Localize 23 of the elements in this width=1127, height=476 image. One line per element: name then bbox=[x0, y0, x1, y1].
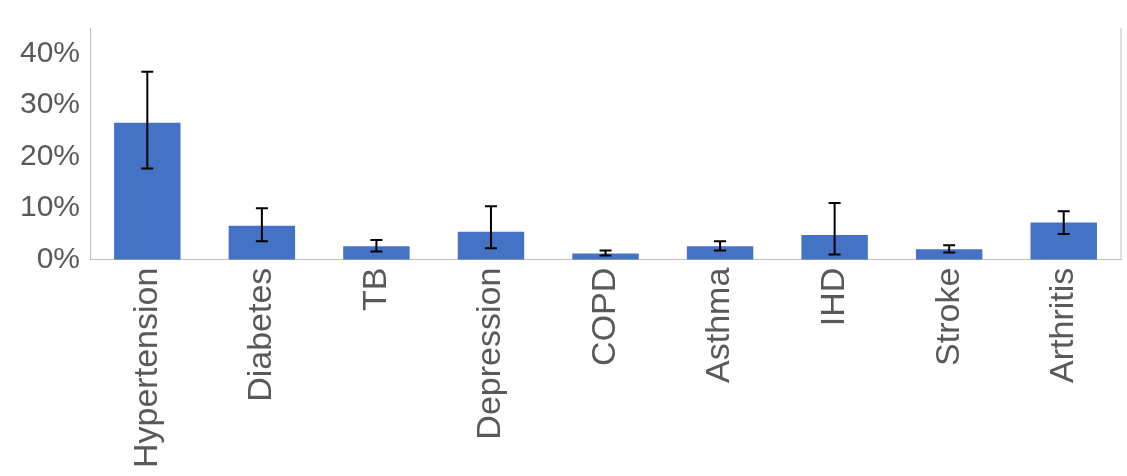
y-tick-label: 20% bbox=[20, 137, 81, 171]
bar bbox=[228, 225, 296, 260]
bar bbox=[686, 246, 754, 260]
bar bbox=[915, 249, 983, 260]
x-tick-label: IHD bbox=[813, 267, 851, 327]
x-tick-label: Diabetes bbox=[240, 267, 279, 402]
bar bbox=[343, 246, 410, 260]
bar bbox=[572, 253, 639, 260]
x-tick-label: TB bbox=[354, 267, 393, 312]
bar bbox=[114, 122, 181, 260]
x-tick-label: Hypertension bbox=[125, 267, 164, 469]
x-tick-label: COPD bbox=[583, 267, 622, 366]
y-tick-label: 10% bbox=[20, 189, 81, 223]
bar bbox=[1030, 222, 1097, 260]
y-tick-label: 30% bbox=[20, 86, 81, 120]
x-tick-label: Arthritis bbox=[1042, 267, 1081, 383]
bar bbox=[457, 231, 525, 260]
y-tick-label: 0% bbox=[36, 240, 81, 274]
x-tick-label: Depression bbox=[469, 267, 508, 440]
x-tick-label: Stroke bbox=[927, 267, 966, 366]
bar bbox=[801, 234, 868, 260]
y-tick-label: 40% bbox=[20, 35, 81, 69]
x-tick-label: Asthma bbox=[698, 267, 737, 383]
